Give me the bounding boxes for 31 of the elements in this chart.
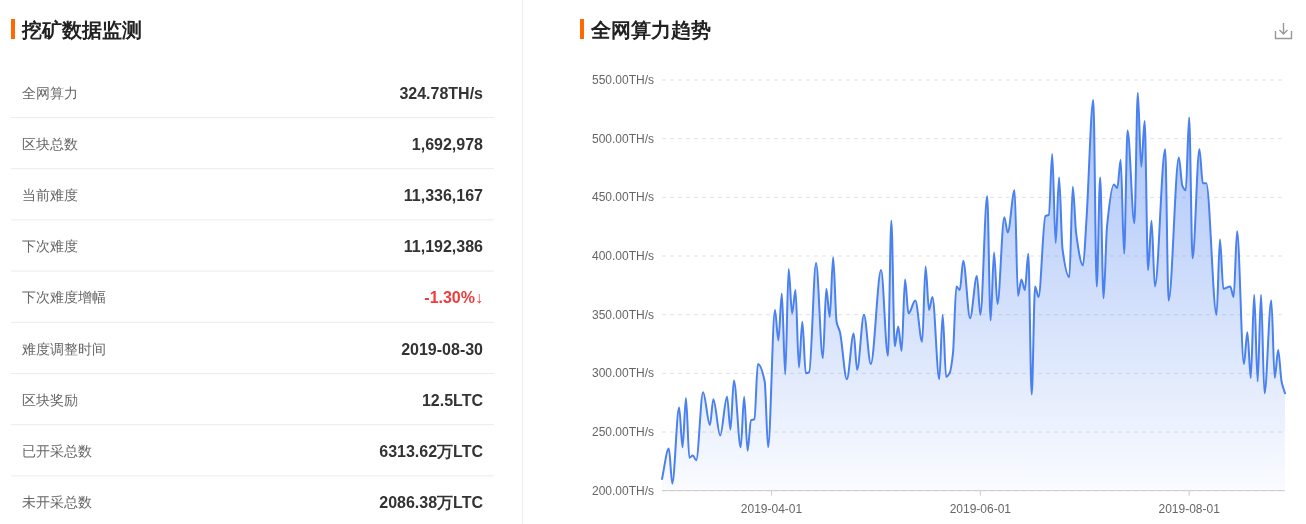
chart-title: 全网算力趋势	[590, 19, 711, 41]
category-label: 当前难度	[22, 186, 78, 203]
y-tick-label: 300.00TH/s	[591, 366, 654, 381]
y-tick-label: 200.00TH/s	[591, 483, 654, 498]
category-label: 难度调整时间	[21, 340, 106, 357]
y-tick-label: 550.00TH/s	[591, 73, 654, 87]
text: 12.5LTC	[421, 391, 483, 409]
x-tick-label: 2019-06-01	[949, 501, 1012, 516]
text: -1.30%↓	[424, 289, 483, 307]
text: 11,192,386	[403, 238, 483, 256]
y-tick-label: 500.00TH/s	[591, 131, 654, 146]
x-tick-label: 2019-08-01	[1158, 501, 1221, 516]
text: 1,692,978	[411, 135, 483, 153]
x-tick-label: 2019-04-01	[740, 501, 803, 516]
y-tick-label: 250.00TH/s	[591, 425, 654, 440]
text: 324.78TH/s	[399, 84, 483, 102]
category-label: 区块总数	[22, 135, 78, 152]
text: 11,336,167	[403, 186, 483, 204]
text: 2086.38万LTC	[379, 494, 483, 512]
category-label: 已开采总数	[22, 442, 92, 459]
text: 2019-08-30	[401, 340, 483, 358]
category-label: 下次难度增幅	[22, 289, 106, 306]
y-tick-label: 450.00TH/s	[591, 190, 654, 205]
category-label: 区块奖励	[22, 391, 78, 408]
text: 挖矿数据监测	[21, 19, 142, 41]
category-label: 全网算力	[22, 84, 78, 101]
category-label: 未开采总数	[22, 494, 92, 511]
y-tick-label: 350.00TH/s	[591, 307, 654, 322]
text: 6313.62万LTC	[379, 442, 483, 460]
y-tick-label: 400.00TH/s	[591, 249, 654, 264]
category-label: 下次难度	[22, 238, 78, 255]
